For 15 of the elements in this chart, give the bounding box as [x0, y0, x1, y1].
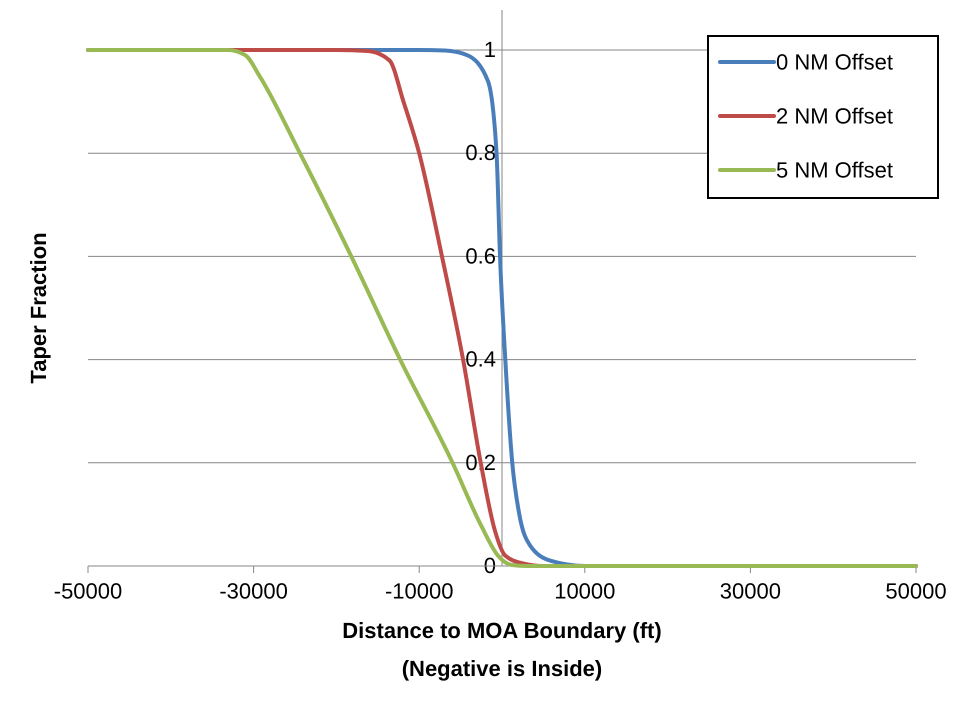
- legend-label: 5 NM Offset: [776, 158, 893, 183]
- y-tick-label: 1: [484, 37, 496, 62]
- x-tick-label: 30000: [720, 578, 781, 604]
- x-tick-label: -10000: [384, 578, 454, 604]
- x-tick-label: 50000: [885, 578, 947, 604]
- y-tick-label: 0.4: [465, 346, 496, 372]
- y-axis-title: Taper Fraction: [26, 232, 51, 384]
- x-tick-label: -50000: [54, 578, 122, 604]
- y-tick-label: 0.6: [465, 243, 496, 268]
- legend-label: 0 NM Offset: [776, 50, 893, 75]
- x-tick-label: -30000: [219, 578, 288, 604]
- x-axis-title: Distance to MOA Boundary (ft) (Negative is Inside): [342, 618, 662, 681]
- x-tick-label: 10000: [554, 578, 616, 604]
- y-tick-label: 0.8: [465, 140, 496, 166]
- legend-label: 2 NM Offset: [776, 104, 893, 129]
